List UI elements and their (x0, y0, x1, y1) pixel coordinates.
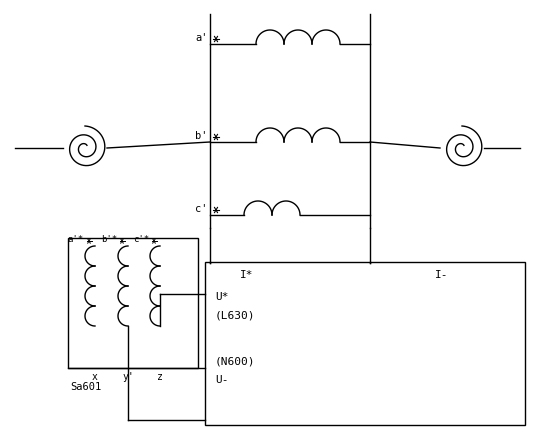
Text: x: x (92, 372, 98, 382)
Text: a': a' (196, 33, 208, 43)
Bar (205, 262, 525, 425)
Text: U-: U- (215, 375, 228, 385)
Text: Sa601: Sa601 (70, 382, 101, 392)
Text: I*: I* (240, 270, 254, 280)
Text: I-: I- (435, 270, 449, 280)
Text: y': y' (122, 372, 134, 382)
Bar (68, 238, 198, 368)
Text: (L630): (L630) (215, 310, 256, 320)
Text: b': b' (196, 131, 208, 141)
Text: a'*: a'* (68, 235, 84, 244)
Text: b'*: b'* (101, 235, 117, 244)
Text: c': c' (196, 204, 208, 214)
Text: z: z (157, 372, 163, 382)
Text: U*: U* (215, 292, 228, 302)
Text: (N600): (N600) (215, 357, 256, 367)
Text: c'*: c'* (133, 235, 149, 244)
